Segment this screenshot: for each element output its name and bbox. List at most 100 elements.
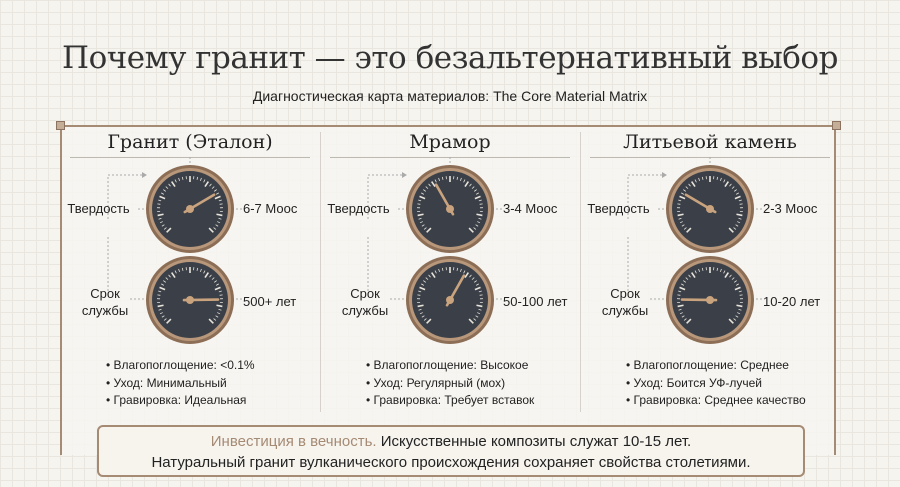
- gauge-tick: [419, 312, 423, 315]
- gauge-tick: [683, 318, 687, 321]
- gauge-tick: [475, 224, 479, 227]
- property-item: Влагопоглощение: Высокое: [366, 357, 534, 375]
- gauge-tick: [166, 227, 172, 233]
- hardness-value: 6-7 Моос: [243, 201, 298, 216]
- gauge-tick: [683, 189, 686, 192]
- gauge-tick: [417, 304, 424, 308]
- gauge-tick: [203, 179, 206, 183]
- property-item: Гравировка: Среднее качество: [626, 392, 806, 410]
- gauge-tick: [428, 274, 431, 278]
- gauge-tick: [681, 224, 685, 227]
- property-list: Влагопоглощение: <0.1%Уход: МинимальныйГ…: [106, 357, 255, 410]
- gauge-tick: [677, 304, 684, 308]
- gauge-tick: [474, 195, 481, 200]
- gauge-tick: [434, 179, 437, 183]
- gauge-tick: [423, 280, 426, 283]
- gauge-tick: [417, 213, 424, 217]
- lifespan-label-line1: Срок: [610, 286, 640, 301]
- gauge-tick: [691, 272, 696, 278]
- gauge-tick: [216, 213, 223, 217]
- gauge-tick: [196, 176, 199, 180]
- gauge-tick: [460, 177, 462, 181]
- gauge-tick: [469, 274, 472, 278]
- gauge-tick: [158, 308, 162, 311]
- gauge-tick: [217, 312, 221, 315]
- column-title: Гранит (Эталон): [107, 131, 273, 153]
- gauge-tick: [737, 312, 741, 315]
- callout-line1: Искусственные композиты служат 10-15 лет…: [376, 433, 692, 450]
- gauge-tick: [423, 227, 427, 230]
- gauge-tick: [476, 304, 483, 308]
- gauge-tick: [426, 227, 432, 233]
- gauge-tick: [738, 199, 742, 202]
- property-item: Влагопоглощение: Среднее: [626, 357, 806, 375]
- callout-box: Инвестиция в вечность. Искусственные ком…: [97, 425, 805, 477]
- gauge-tick: [158, 217, 162, 220]
- property-item: Гравировка: Требует вставок: [366, 392, 535, 410]
- gauge-tick: [418, 290, 422, 293]
- gauge-tick: [213, 318, 217, 321]
- gauge-tick: [423, 318, 427, 321]
- gauge-tick: [159, 221, 163, 224]
- gauge-tick: [478, 199, 482, 202]
- gauge-tick: [685, 186, 689, 189]
- gauge-tick: [475, 315, 479, 318]
- gauge-tick: [688, 183, 691, 187]
- gauge-tick: [720, 177, 722, 181]
- gauge-tick: [419, 221, 423, 224]
- gauge-tick: [735, 315, 739, 318]
- hardness-gauge: [666, 165, 754, 253]
- gauge-tick: [200, 268, 202, 272]
- gauge-tick: [701, 176, 704, 180]
- gauge-tick: [215, 192, 219, 195]
- gauge-tick: [215, 315, 219, 318]
- gauge-tick: [421, 192, 425, 195]
- gauge-tick: [438, 268, 440, 272]
- gauge-tick: [683, 280, 686, 283]
- gauge-tick: [733, 318, 737, 321]
- gauge-tick: [681, 283, 685, 286]
- property-item: Уход: Регулярный (мох): [366, 375, 534, 393]
- gauge-hub: [446, 296, 454, 304]
- gauge-tick: [214, 286, 221, 291]
- gauge-tick: [426, 318, 432, 324]
- gauge-tick: [474, 189, 477, 192]
- gauge-tick: [418, 199, 422, 202]
- gauge-tick: [734, 280, 737, 283]
- gauge-tick: [161, 224, 165, 227]
- gauge-tick: [171, 181, 176, 187]
- gauge-tick: [214, 280, 217, 283]
- gauge-tick: [200, 177, 202, 181]
- lifespan-value: 50-100 лет: [503, 294, 568, 309]
- lifespan-label-line1: Срок: [90, 286, 120, 301]
- gauge-hub: [706, 296, 714, 304]
- gauge-tick: [421, 283, 425, 286]
- gauge-tick: [734, 286, 741, 291]
- gauge-tick: [158, 199, 162, 202]
- gauge-tick: [181, 267, 184, 271]
- gauge-tick: [681, 315, 685, 318]
- gauge-tick: [475, 283, 479, 286]
- gauge-tick: [716, 267, 719, 271]
- gauge-tick: [477, 221, 481, 224]
- gauge-tick: [418, 308, 422, 311]
- gauge-tick: [698, 268, 700, 272]
- gauge-tick: [159, 286, 166, 291]
- gauge-tick: [731, 186, 735, 189]
- gauge-tick: [166, 318, 172, 324]
- hardness-value: 3-4 Моос: [503, 201, 558, 216]
- hardness-gauge: [146, 165, 234, 253]
- property-list: Влагопоглощение: СреднееУход: Боится УФ-…: [626, 357, 806, 410]
- property-item: Влагопоглощение: <0.1%: [106, 357, 255, 375]
- gauge-tick: [441, 176, 444, 180]
- gauge-tick: [729, 183, 732, 187]
- gauge-tick: [163, 189, 166, 192]
- gauge-tick: [214, 195, 221, 200]
- gauge-tick: [161, 283, 165, 286]
- gauge-tick: [161, 315, 165, 318]
- gauge-tick: [728, 227, 734, 233]
- gauge-tick: [473, 318, 477, 321]
- gauge-tick: [204, 181, 209, 187]
- gauge-tick: [731, 277, 735, 280]
- gauge-tick: [468, 227, 474, 233]
